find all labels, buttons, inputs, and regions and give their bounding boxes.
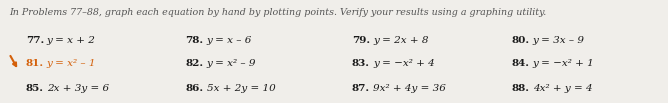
Text: y = 2x + 8: y = 2x + 8: [373, 36, 428, 45]
Text: 84.: 84.: [512, 59, 530, 68]
Text: 5x + 2y = 10: 5x + 2y = 10: [206, 84, 275, 93]
Text: 2x + 3y = 6: 2x + 3y = 6: [47, 84, 109, 93]
Text: 83.: 83.: [352, 59, 370, 68]
Text: y = x² – 9: y = x² – 9: [206, 59, 256, 68]
Text: 88.: 88.: [512, 84, 530, 93]
Text: y = −x² + 4: y = −x² + 4: [373, 59, 435, 68]
Text: 9x² + 4y = 36: 9x² + 4y = 36: [373, 84, 446, 93]
Text: y = x² – 1: y = x² – 1: [47, 59, 96, 68]
Text: 87.: 87.: [352, 84, 370, 93]
Text: 82.: 82.: [186, 59, 204, 68]
Text: 4x² + y = 4: 4x² + y = 4: [533, 84, 593, 93]
Text: y = −x² + 1: y = −x² + 1: [533, 59, 595, 68]
Text: 86.: 86.: [186, 84, 204, 93]
Text: y = 3x – 9: y = 3x – 9: [533, 36, 584, 45]
Text: In Problems 77–88, graph each equation by hand by plotting points. Verify your r: In Problems 77–88, graph each equation b…: [9, 8, 546, 17]
Text: y = x + 2: y = x + 2: [47, 36, 96, 45]
Text: y = x – 6: y = x – 6: [206, 36, 252, 45]
Text: 81.: 81.: [25, 59, 44, 68]
Text: 77.: 77.: [25, 36, 44, 45]
Text: 85.: 85.: [25, 84, 43, 93]
Text: 78.: 78.: [186, 36, 204, 45]
Text: 80.: 80.: [512, 36, 530, 45]
Text: 79.: 79.: [352, 36, 370, 45]
